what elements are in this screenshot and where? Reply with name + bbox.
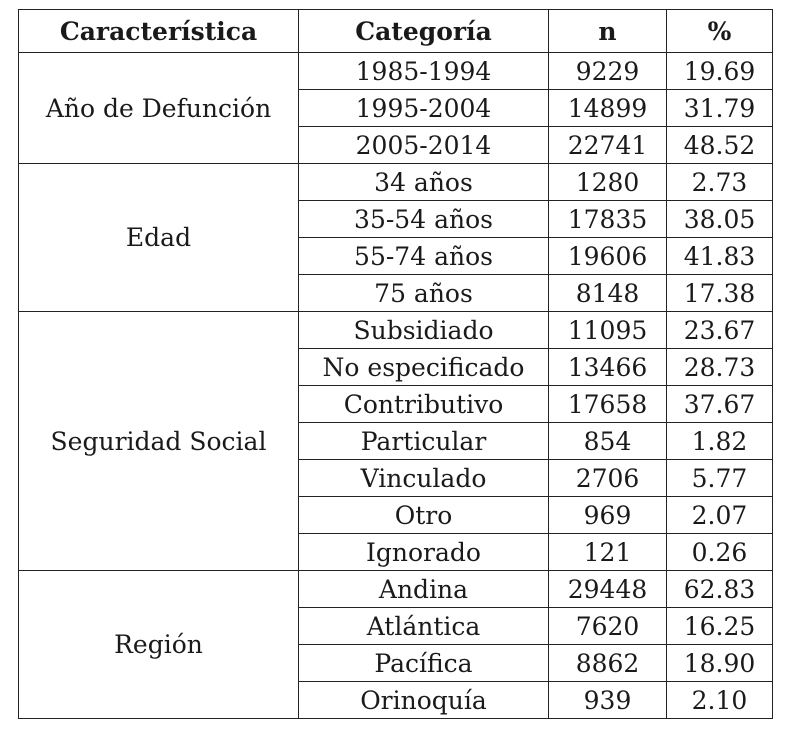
table-row: 75 años 8148 17.38	[19, 274, 773, 312]
n-cell: 17835	[548, 200, 667, 238]
category-cell: Particular	[298, 422, 549, 460]
category-cell: Subsidiado	[298, 311, 549, 349]
percent-cell: 5.77	[666, 459, 773, 497]
group-label: Seguridad Social	[18, 311, 299, 571]
percent-cell: 1.82	[666, 422, 773, 460]
n-cell: 8862	[548, 644, 667, 682]
group-label: Año de Defunción	[18, 52, 299, 164]
table-row: Región Andina 29448 62.83	[18, 570, 773, 719]
category-cell: 1985-1994	[298, 52, 549, 90]
category-cell: Otro	[298, 496, 549, 534]
percent-cell: 38.05	[666, 200, 773, 238]
percent-cell: 62.83	[666, 570, 773, 608]
header-caracteristica: Característica	[18, 9, 299, 53]
percent-cell: 2.10	[666, 681, 773, 719]
n-cell: 8148	[548, 274, 667, 312]
n-cell: 22741	[548, 126, 667, 164]
percent-cell: 41.83	[666, 237, 773, 275]
table-row: Atlántica 7620 16.25	[19, 607, 773, 645]
n-cell: 7620	[548, 607, 667, 645]
category-cell: Orinoquía	[298, 681, 549, 719]
n-cell: 17658	[548, 385, 667, 423]
table-row: Orinoquía 939 2.10	[19, 681, 773, 719]
percent-cell: 37.67	[666, 385, 773, 423]
category-cell: No especificado	[298, 348, 549, 386]
table-row: Contributivo 17658 37.67	[19, 385, 773, 423]
n-cell: 854	[548, 422, 667, 460]
percent-cell: 2.07	[666, 496, 773, 534]
n-cell: 1280	[548, 163, 667, 201]
table-row: Ignorado 121 0.26	[19, 533, 773, 571]
n-cell: 11095	[548, 311, 667, 349]
table-row: Edad 34 años 1280 2.73	[18, 163, 773, 312]
category-cell: 35-54 años	[298, 200, 549, 238]
group-label: Edad	[18, 163, 299, 312]
category-cell: Ignorado	[298, 533, 549, 571]
table-row: No especificado 13466 28.73	[19, 348, 773, 386]
category-cell: 75 años	[298, 274, 549, 312]
n-cell: 14899	[548, 89, 667, 127]
percent-cell: 31.79	[666, 89, 773, 127]
header-row: Característica Categoría n %	[18, 9, 773, 53]
percent-cell: 16.25	[666, 607, 773, 645]
table-body: Año de Defunción 1985-1994 9229 19.69 1995-2…	[18, 52, 773, 719]
percent-cell: 17.38	[666, 274, 773, 312]
header-categoria: Categoría	[298, 9, 549, 53]
category-cell: 2005-2014	[298, 126, 549, 164]
percent-cell: 28.73	[666, 348, 773, 386]
category-cell: Pacífica	[298, 644, 549, 682]
percent-cell: 48.52	[666, 126, 773, 164]
n-cell: 13466	[548, 348, 667, 386]
table-row: Particular 854 1.82	[19, 422, 773, 460]
n-cell: 9229	[548, 52, 667, 90]
header-percent: %	[666, 9, 773, 53]
table-row: Vinculado 2706 5.77	[19, 459, 773, 497]
category-cell: Vinculado	[298, 459, 549, 497]
category-cell: 34 años	[298, 163, 549, 201]
table-row: Pacífica 8862 18.90	[19, 644, 773, 682]
category-cell: Andina	[298, 570, 549, 608]
header-n: n	[548, 9, 667, 53]
table-row: 55-74 años 19606 41.83	[19, 237, 773, 275]
category-cell: Atlántica	[298, 607, 549, 645]
n-cell: 19606	[548, 237, 667, 275]
percent-cell: 2.73	[666, 163, 773, 201]
n-cell: 939	[548, 681, 667, 719]
category-cell: Contributivo	[298, 385, 549, 423]
table-row: 1995-2004 14899 31.79	[19, 89, 773, 127]
n-cell: 969	[548, 496, 667, 534]
category-cell: 1995-2004	[298, 89, 549, 127]
percent-cell: 0.26	[666, 533, 773, 571]
percent-cell: 19.69	[666, 52, 773, 90]
n-cell: 121	[548, 533, 667, 571]
table-row: Seguridad Social Subsidiado 11095 23.67	[18, 311, 773, 571]
n-cell: 29448	[548, 570, 667, 608]
table-row: Año de Defunción 1985-1994 9229 19.69	[18, 52, 773, 164]
statistics-table: Característica Categoría n % Año de Defu…	[18, 9, 773, 719]
percent-cell: 23.67	[666, 311, 773, 349]
n-cell: 2706	[548, 459, 667, 497]
group-label: Región	[18, 570, 299, 719]
percent-cell: 18.90	[666, 644, 773, 682]
category-cell: 55-74 años	[298, 237, 549, 275]
